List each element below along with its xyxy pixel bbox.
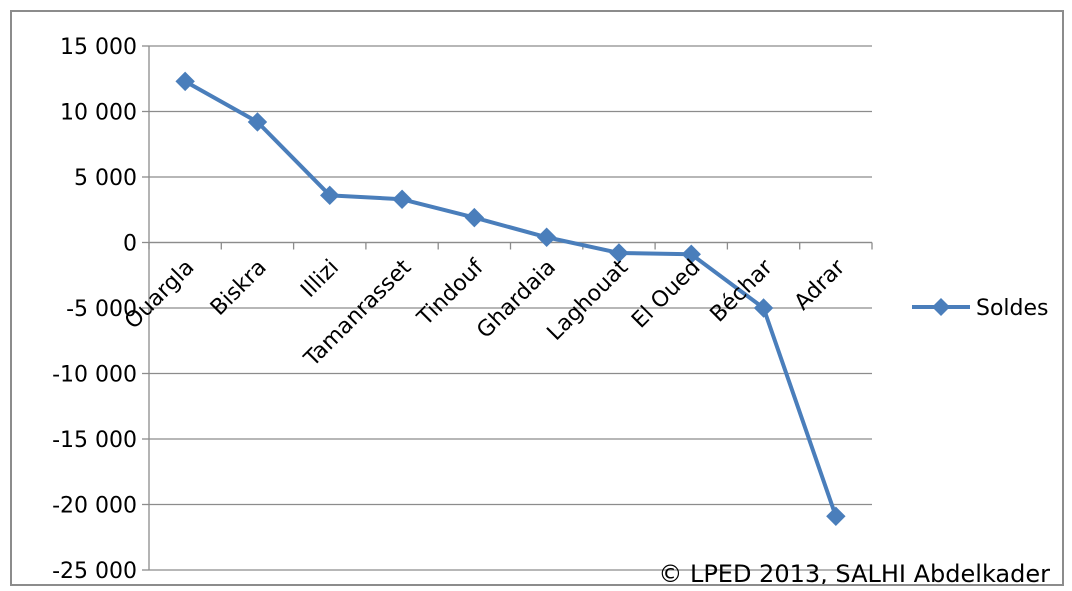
y-tick-label: -20 000 [52, 494, 137, 519]
data-point [609, 243, 629, 263]
series-line-soldes [184, 79, 838, 517]
data-point [826, 506, 846, 526]
copyright-text: © LPED 2013, SALHI Abdelkader [658, 560, 1050, 586]
y-tick-label: 10 000 [60, 101, 137, 126]
y-tick-label: 0 [123, 232, 137, 257]
x-category-label: Adrar [790, 254, 851, 315]
y-tick-label: 15 000 [60, 35, 137, 60]
data-point [320, 185, 340, 206]
y-tick-label: -10 000 [52, 363, 137, 388]
y-tick-label: -15 000 [52, 428, 137, 453]
line-chart: 15 000 10 000 5 000 0 -5 000 -10 000 -15 000 -2… [52, 35, 1050, 586]
x-category-label: El Oued [627, 255, 705, 333]
data-point [247, 112, 268, 132]
chart-frame: 15 000 10 000 5 000 0 -5 000 -10 000 -15 000 -2… [10, 10, 1064, 586]
data-point [536, 227, 557, 247]
y-tick-label: -25 000 [52, 559, 137, 584]
data-point [175, 71, 195, 92]
data-point [681, 244, 701, 264]
y-tick-label: 5 000 [74, 166, 137, 191]
data-point [753, 298, 774, 318]
data-point [464, 207, 485, 228]
x-category-label: Ouargla [120, 255, 199, 334]
x-category-label: Illizi [296, 255, 344, 303]
legend-marker [932, 298, 950, 316]
y-tick-label: -5 000 [66, 297, 137, 322]
x-category-label: Biskra [206, 255, 272, 321]
legend-label: Soldes [976, 296, 1049, 321]
data-point [392, 189, 412, 209]
